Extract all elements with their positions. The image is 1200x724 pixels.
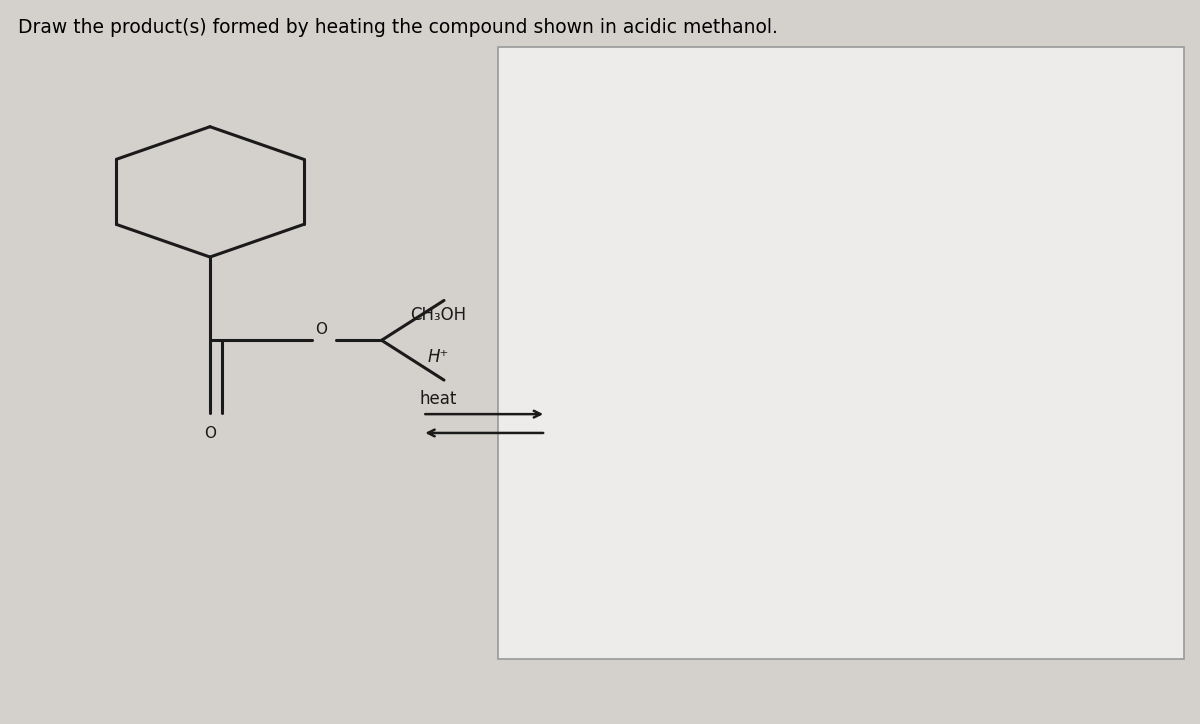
Text: heat: heat (419, 390, 457, 408)
Text: Draw the product(s) formed by heating the compound shown in acidic methanol.: Draw the product(s) formed by heating th… (18, 18, 778, 37)
Text: O: O (316, 322, 328, 337)
FancyBboxPatch shape (498, 47, 1184, 659)
Text: O: O (204, 426, 216, 441)
Text: CH₃OH: CH₃OH (410, 306, 466, 324)
Text: H⁺: H⁺ (427, 348, 449, 366)
